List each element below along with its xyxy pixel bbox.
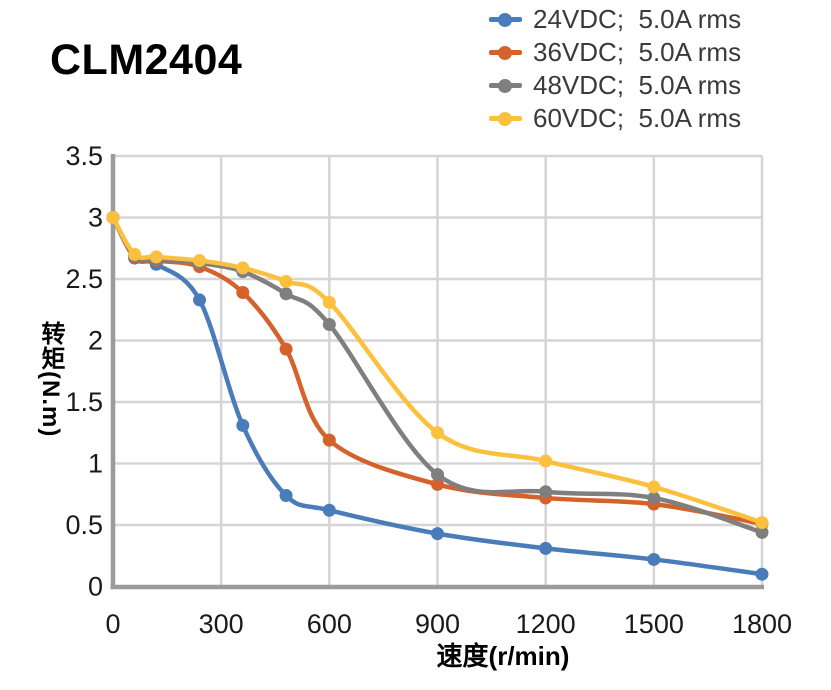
series-marker-24vdc [193,293,207,307]
legend-line-icon-36vdc [489,45,522,60]
series-marker-60vdc [431,426,444,440]
series-marker-24vdc [539,541,553,555]
series-marker-60vdc [755,516,769,530]
series-marker-24vdc [279,488,293,502]
y-tick-label: 0.5 [65,510,103,540]
series-marker-60vdc [193,254,207,268]
series-marker-24vdc [647,552,661,566]
x-tick-label: 600 [307,609,352,639]
series-marker-36vdc [431,477,444,491]
legend-label-36vdc: 36VDC; 5.0A rms [533,37,742,67]
series-marker-36vdc [279,342,293,356]
legend-dot-icon-60vdc [498,111,512,126]
legend-item-36vdc: 36VDC; 5.0A rms [489,36,741,69]
y-tick-label: 2 [88,326,103,356]
series-marker-48vdc [431,468,444,482]
y-tick-label: 3.5 [65,141,103,171]
series-marker-60vdc [539,454,553,468]
legend-line-icon-24vdc [489,12,522,27]
y-tick-label: 1.5 [65,387,103,417]
series-marker-60vdc [279,274,293,288]
legend-line-icon-60vdc [489,111,522,126]
series-marker-48vdc [647,491,661,505]
series-marker-60vdc [149,250,163,264]
y-tick-label: 3 [88,203,103,233]
series-marker-24vdc [755,567,769,581]
series-marker-48vdc [755,525,769,539]
legend-item-48vdc: 48VDC; 5.0A rms [489,69,741,102]
x-axis-title: 速度(r/min) [436,641,570,671]
series-marker-36vdc [322,433,336,447]
series-marker-24vdc [431,527,444,541]
x-tick-label: 0 [105,609,120,639]
legend-label-60vdc: 60VDC; 5.0A rms [533,103,742,133]
series-marker-48vdc [279,287,293,301]
legend: 24VDC; 5.0A rms 36VDC; 5.0A rms 48VDC; 5… [489,3,741,135]
legend-item-60vdc: 60VDC; 5.0A rms [489,102,741,135]
y-axis-title: 转矩(N.m) [37,321,64,438]
series-marker-60vdc [128,247,142,261]
series-marker-24vdc [322,503,336,517]
legend-dot-icon-24vdc [498,12,512,27]
series-marker-60vdc [647,480,661,494]
x-tick-label: 1200 [516,609,576,639]
y-tick-label: 1 [88,449,103,479]
chart-title: CLM2404 [50,36,243,84]
x-tick-label: 300 [199,609,244,639]
series-marker-60vdc [106,211,120,224]
legend-label-24vdc: 24VDC; 5.0A rms [533,4,742,34]
series-marker-60vdc [236,261,250,275]
series-marker-24vdc [236,418,250,432]
series-marker-60vdc [322,295,336,309]
legend-item-24vdc: 24VDC; 5.0A rms [489,3,741,36]
series-marker-48vdc [322,318,336,332]
y-tick-label: 2.5 [65,264,103,294]
x-tick-label: 900 [415,609,460,639]
legend-dot-icon-48vdc [498,78,512,93]
y-tick-label: 0 [88,572,103,602]
legend-label-48vdc: 48VDC; 5.0A rms [533,70,742,100]
series-marker-48vdc [539,485,553,499]
x-tick-label: 1800 [732,609,792,639]
legend-line-icon-48vdc [489,78,522,93]
x-tick-label: 1500 [624,609,684,639]
series-marker-36vdc [236,286,250,300]
legend-dot-icon-36vdc [498,45,512,60]
